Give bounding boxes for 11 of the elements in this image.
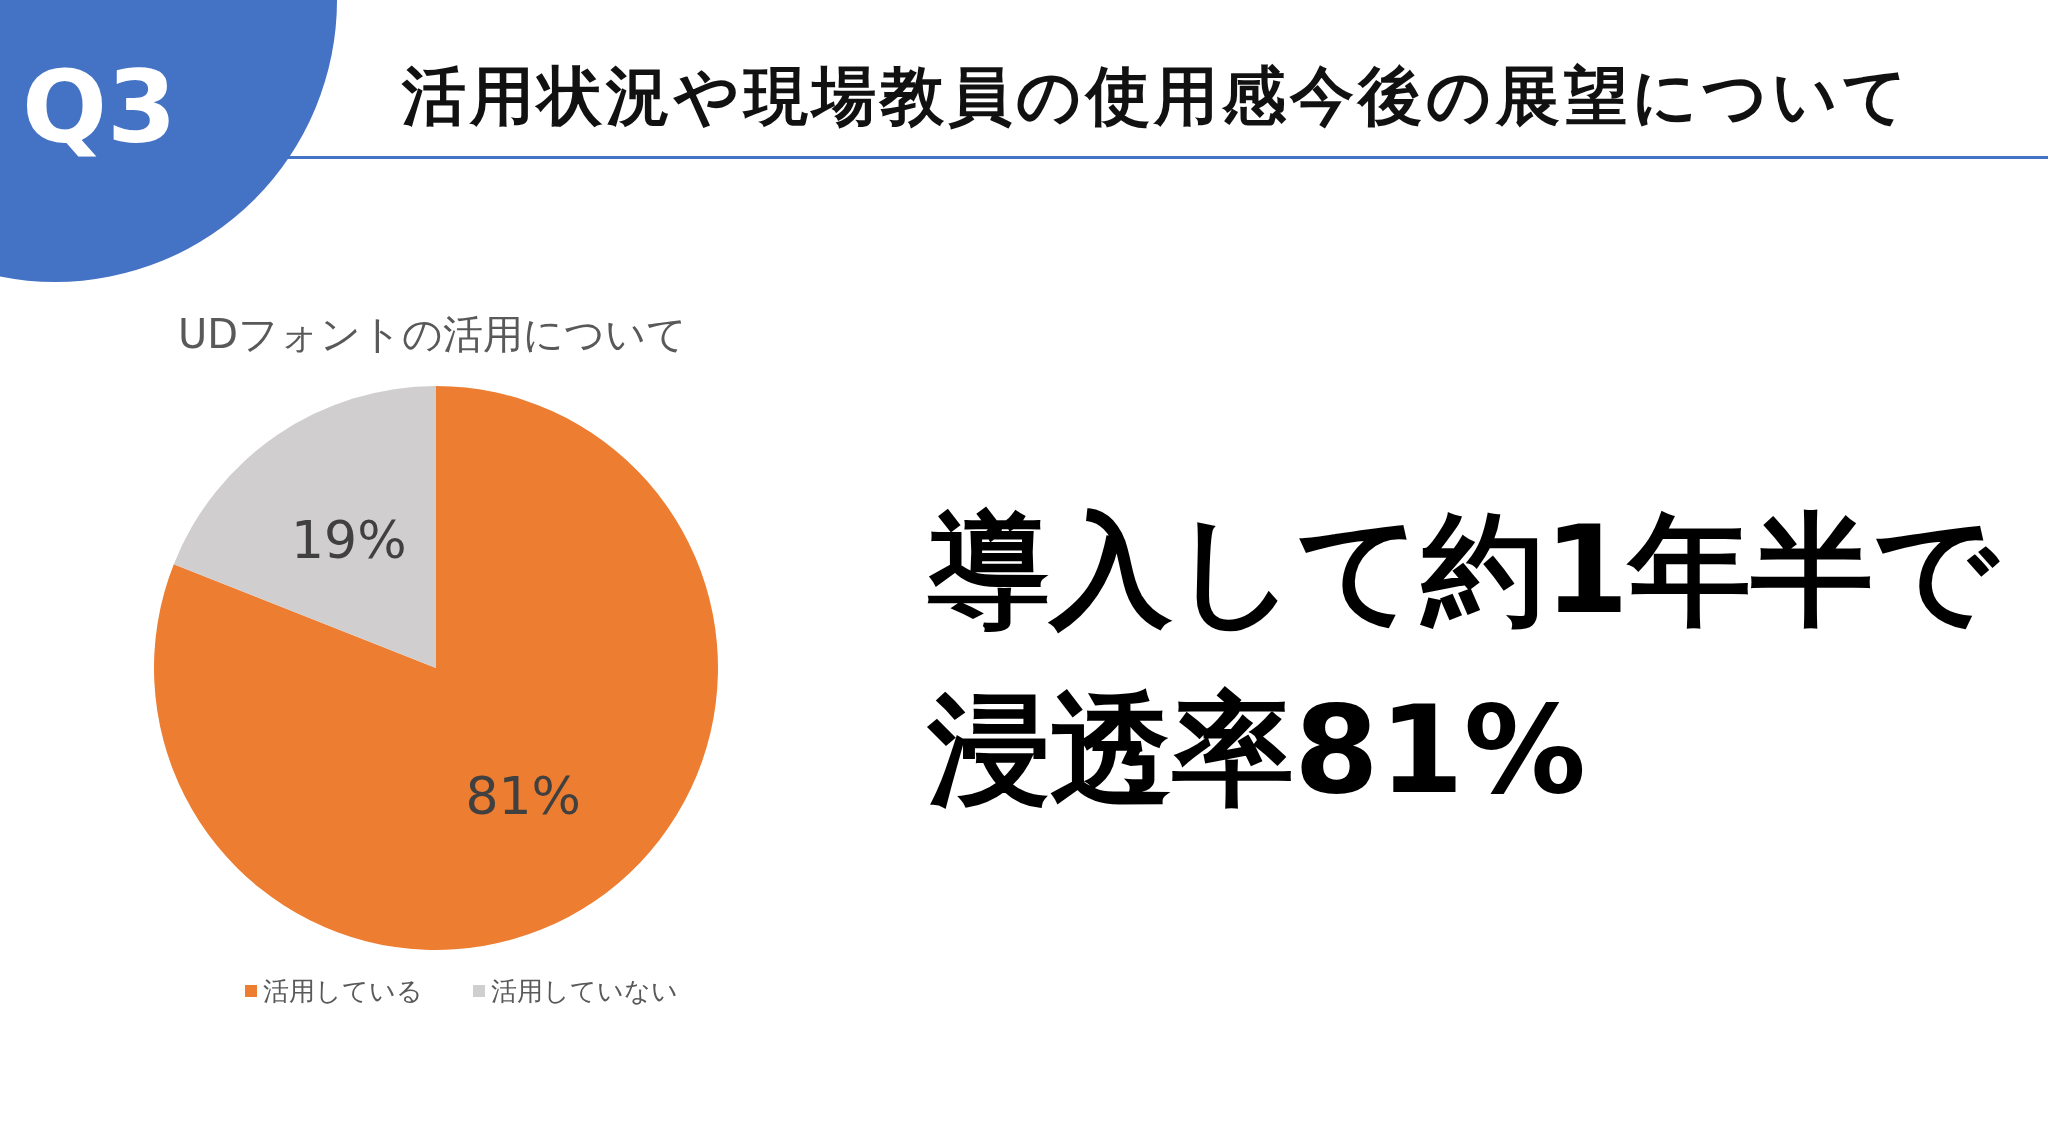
pie-slice — [154, 386, 718, 950]
text: 導入して約1年半で — [927, 499, 2000, 641]
legend-label: 活用していない — [491, 976, 678, 1006]
pie-slice — [173, 386, 436, 668]
text: Q3 — [22, 49, 177, 166]
data-label: 81% — [465, 766, 581, 827]
text: 浸透率81% — [926, 679, 1587, 821]
text: 活用状況や現場教員の使用感今後の展望について — [401, 59, 1912, 133]
chart-title: UDフォントの活用について — [178, 311, 688, 357]
legend-label: 活用している — [263, 976, 423, 1006]
data-label: 19% — [291, 509, 407, 570]
